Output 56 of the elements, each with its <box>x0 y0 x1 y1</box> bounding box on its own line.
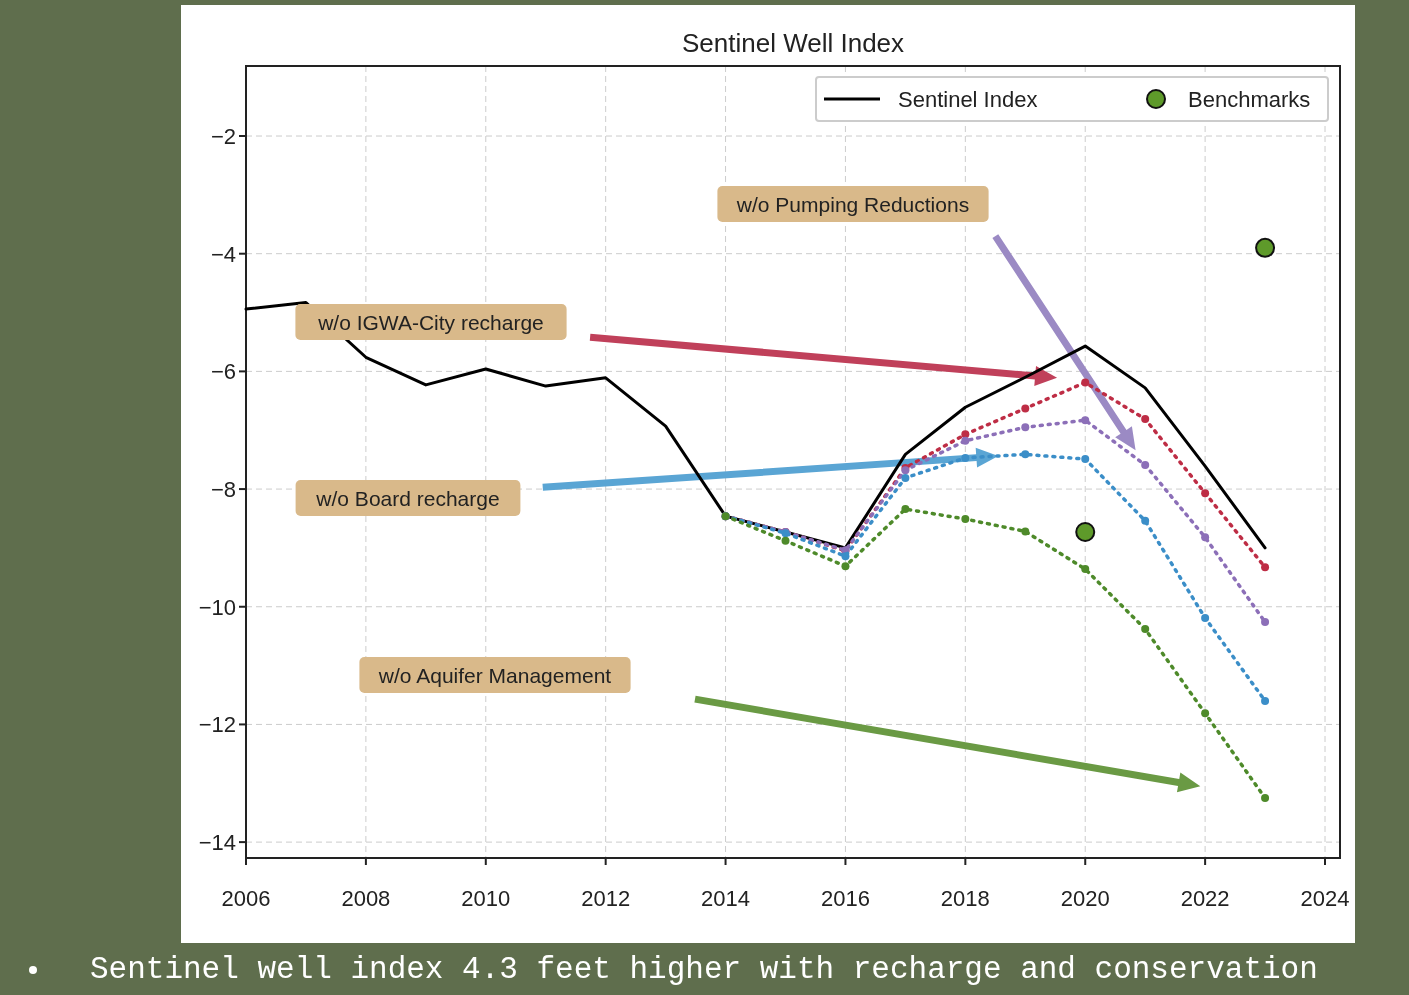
legend-label: Benchmarks <box>1188 87 1311 112</box>
point <box>1081 565 1090 574</box>
point <box>1261 793 1270 802</box>
x-tick-label: 2006 <box>221 886 271 911</box>
point <box>1081 455 1090 464</box>
point <box>961 453 970 462</box>
y-tick-label: −6 <box>210 359 236 385</box>
point <box>961 430 970 439</box>
x-tick-label: 2014 <box>701 886 751 911</box>
text: Sentinel well index 4.3 feet higher with recharge and conservation <box>90 952 1318 987</box>
point <box>1255 237 1276 258</box>
x-tick-label: 2020 <box>1060 886 1110 911</box>
y-tick-label: −4 <box>210 241 236 267</box>
point <box>1075 522 1096 543</box>
point <box>1201 533 1210 542</box>
y-tick-label: −14 <box>198 830 236 856</box>
point <box>1021 404 1030 413</box>
y-tick-label: −12 <box>198 712 236 738</box>
point <box>1141 415 1150 424</box>
point <box>841 562 850 571</box>
point <box>901 505 910 514</box>
point <box>781 536 790 545</box>
annotation: w/o Board recharge <box>315 487 500 510</box>
point <box>1261 563 1270 572</box>
x-tick-label: 2022 <box>1180 886 1230 911</box>
annotation: w/o Aquifer Management <box>377 664 612 687</box>
point <box>1141 625 1150 634</box>
point <box>1201 489 1210 498</box>
point <box>901 473 910 482</box>
point <box>1201 613 1210 622</box>
x-tick-label: 2018 <box>940 886 990 911</box>
y-tick-label: −2 <box>210 124 236 150</box>
point <box>1021 423 1030 432</box>
point <box>1141 460 1150 469</box>
point <box>1081 378 1090 387</box>
legend-label: Sentinel Index <box>898 87 1038 112</box>
y-tick-label: −8 <box>210 477 236 503</box>
x-tick-label: 2008 <box>341 886 391 911</box>
point <box>961 436 970 445</box>
annotation: w/o Pumping Reductions <box>735 193 970 216</box>
y-tick-label: −10 <box>198 594 236 620</box>
point <box>1141 516 1150 525</box>
point <box>1021 527 1030 536</box>
point <box>841 552 850 561</box>
point <box>1261 618 1270 627</box>
x-tick-label: 2016 <box>820 886 870 911</box>
x-tick-label: 2024 <box>1300 886 1350 911</box>
x-tick-label: 2012 <box>581 886 631 911</box>
point <box>1261 696 1270 705</box>
annotation: w/o IGWA-City recharge <box>317 311 544 334</box>
chart-title: Sentinel Well Index <box>681 28 905 58</box>
x-tick-label: 2010 <box>461 886 511 911</box>
point <box>1081 416 1090 425</box>
point <box>1021 450 1030 459</box>
point <box>961 515 970 524</box>
point <box>1201 709 1210 718</box>
